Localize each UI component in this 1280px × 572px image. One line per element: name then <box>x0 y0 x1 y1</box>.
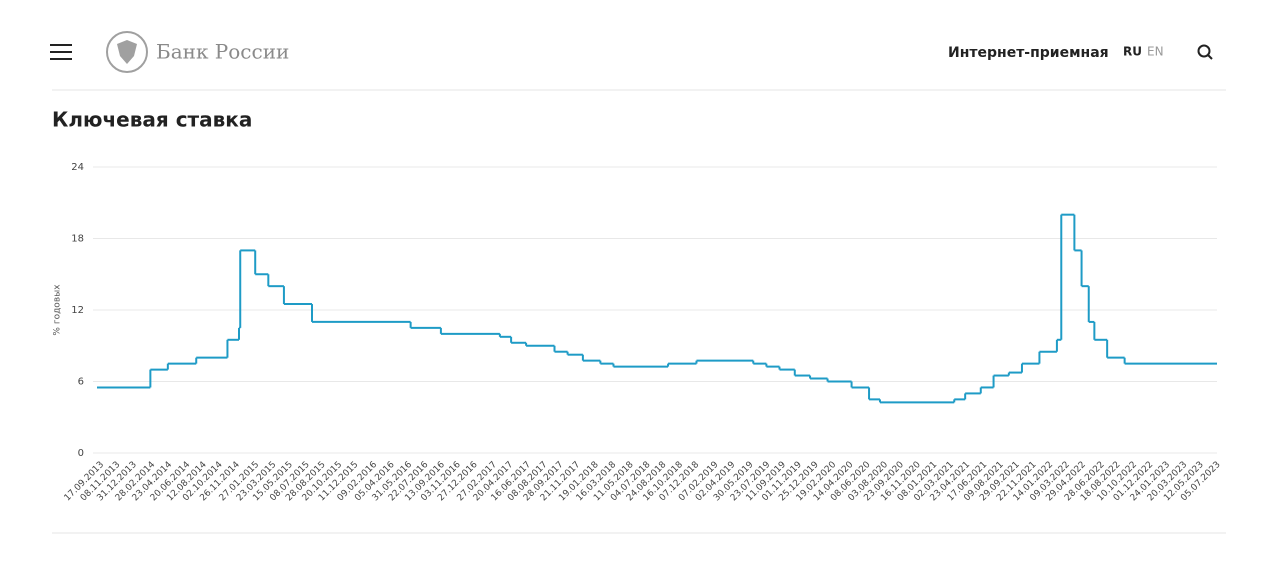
search-button[interactable] <box>1197 44 1213 60</box>
y-tick-label: 6 <box>78 377 84 388</box>
logo-text: Банк России <box>156 40 289 64</box>
y-axis-label: % годовых <box>53 284 63 336</box>
y-tick-label: 18 <box>71 234 84 245</box>
chart-title: Ключевая ставка <box>52 108 252 132</box>
language-option[interactable]: RU <box>1123 45 1142 59</box>
menu-button[interactable] <box>50 44 72 60</box>
menu-bar <box>50 51 72 53</box>
search-icon <box>1207 54 1213 60</box>
logo[interactable]: Банк России <box>106 31 289 73</box>
logo-eagle <box>117 40 137 64</box>
y-tick-label: 12 <box>71 305 84 316</box>
logo-emblem <box>106 31 148 73</box>
language-option[interactable]: EN <box>1147 45 1164 59</box>
plot: 0612182417.09.201308.11.201331.12.201328… <box>63 162 1223 503</box>
search-icon <box>1197 44 1211 58</box>
y-tick-label: 24 <box>71 162 84 173</box>
menu-bar <box>50 58 72 60</box>
nav-link[interactable]: Интернет-приемная <box>948 45 1109 61</box>
y-tick-label: 0 <box>78 448 84 459</box>
menu-bar <box>50 44 72 46</box>
